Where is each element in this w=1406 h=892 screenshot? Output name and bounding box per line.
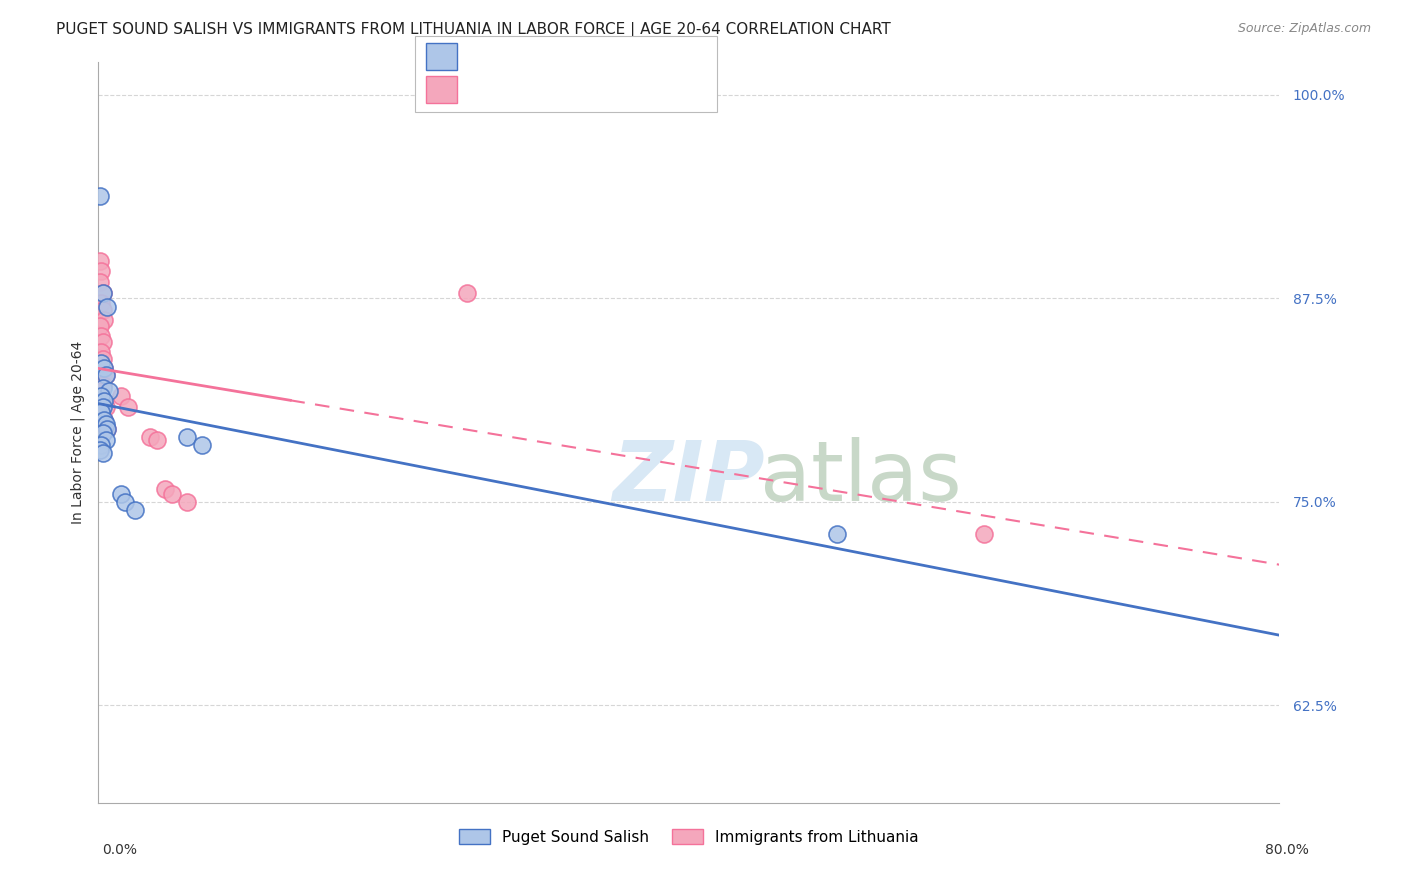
Point: [91, 351, 114, 366]
Text: N =: N =: [579, 82, 613, 96]
Point: [89, 319, 111, 334]
Point: [176, 430, 198, 444]
Point: [117, 401, 139, 415]
Point: [94, 433, 117, 447]
Point: [93, 361, 115, 376]
Point: [825, 527, 848, 541]
Point: [93, 413, 115, 427]
Point: [94, 417, 117, 431]
Point: [97, 384, 120, 398]
Text: Source: ZipAtlas.com: Source: ZipAtlas.com: [1237, 22, 1371, 36]
Point: [89, 275, 111, 289]
Point: [89, 393, 111, 408]
Point: [89, 442, 111, 457]
Text: -0.065: -0.065: [512, 82, 567, 96]
Text: ZIP: ZIP: [613, 436, 765, 517]
Y-axis label: In Labor Force | Age 20-64: In Labor Force | Age 20-64: [70, 341, 84, 524]
Point: [153, 482, 176, 496]
Point: [90, 263, 112, 277]
Point: [91, 286, 114, 301]
Point: [91, 335, 114, 350]
Point: [89, 254, 111, 268]
Point: [89, 189, 111, 203]
Point: [96, 421, 118, 435]
Point: [162, 486, 183, 500]
Text: N =: N =: [579, 49, 613, 63]
Point: [124, 503, 146, 517]
Text: 26: 26: [617, 49, 638, 63]
Point: [89, 410, 111, 425]
Point: [457, 286, 479, 301]
Point: [176, 495, 198, 509]
Point: [91, 381, 114, 395]
Text: 30: 30: [617, 82, 638, 96]
Point: [94, 368, 117, 382]
Point: [90, 384, 112, 398]
Point: [110, 486, 132, 500]
Point: [90, 438, 112, 452]
Text: 80.0%: 80.0%: [1264, 843, 1309, 857]
Point: [110, 389, 132, 403]
Point: [93, 393, 115, 408]
Point: [90, 405, 112, 419]
Text: 0.0%: 0.0%: [103, 843, 136, 857]
Point: [94, 368, 117, 382]
Text: R =: R =: [467, 49, 501, 63]
Point: [91, 302, 114, 317]
Point: [91, 401, 114, 415]
Point: [90, 389, 112, 403]
Point: [96, 421, 118, 435]
Point: [90, 345, 112, 359]
Point: [114, 495, 136, 509]
Text: R =: R =: [467, 82, 501, 96]
Point: [91, 286, 114, 301]
Point: [93, 312, 115, 326]
Point: [191, 438, 214, 452]
Point: [146, 433, 169, 447]
Point: [90, 328, 112, 343]
Text: atlas: atlas: [759, 436, 962, 517]
Point: [139, 430, 162, 444]
Point: [91, 426, 114, 441]
Point: [90, 296, 112, 310]
Point: [973, 527, 995, 541]
Point: [93, 413, 115, 427]
Point: [91, 377, 114, 392]
Point: [91, 446, 114, 460]
Text: -0.296: -0.296: [512, 49, 567, 63]
Point: [94, 401, 117, 415]
Point: [90, 356, 112, 370]
Point: [93, 361, 115, 376]
Legend: Puget Sound Salish, Immigrants from Lithuania: Puget Sound Salish, Immigrants from Lith…: [453, 822, 925, 851]
Point: [96, 300, 118, 314]
Text: PUGET SOUND SALISH VS IMMIGRANTS FROM LITHUANIA IN LABOR FORCE | AGE 20-64 CORRE: PUGET SOUND SALISH VS IMMIGRANTS FROM LI…: [56, 22, 891, 38]
